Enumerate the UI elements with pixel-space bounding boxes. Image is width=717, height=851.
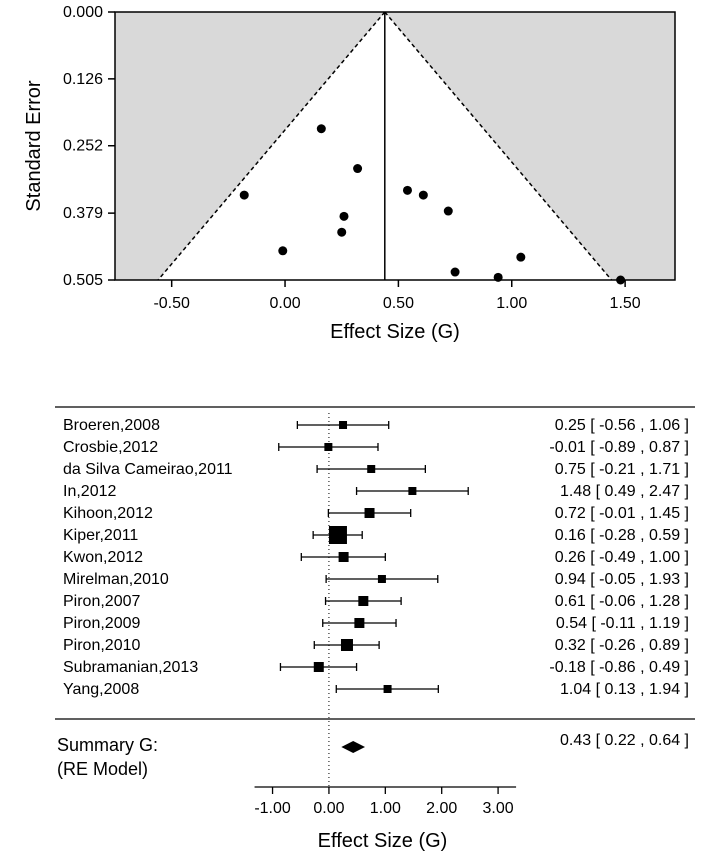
funnel-point — [278, 246, 287, 255]
y-tick-label: 0.126 — [63, 71, 103, 88]
y-tick-label: 0.505 — [63, 272, 103, 289]
study-marker — [339, 421, 347, 429]
study-marker — [378, 575, 386, 583]
funnel-point — [444, 207, 453, 216]
forest-plot: Broeren,2008 0.25 [ -0.56 , 1.06 ] Crosbie… — [0, 365, 717, 851]
study-label: Yang,2008 — [63, 681, 139, 698]
study-label: Piron,2007 — [63, 593, 140, 610]
funnel-ylabel: Standard Error — [23, 80, 45, 212]
study-ci-text: 1.04 [ 0.13 , 1.94 ] — [560, 681, 689, 698]
x-tick-label: 1.50 — [610, 295, 641, 312]
funnel-point — [516, 253, 525, 262]
study-label: Subramanian,2013 — [63, 659, 198, 676]
funnel-plot: -0.50 0.00 0.50 1.00 1.50 0.000 0.126 0.252 0.37… — [0, 0, 717, 365]
summary-label-2: (RE Model) — [57, 759, 148, 779]
study-ci-text: -0.01 [ -0.89 , 0.87 ] — [549, 439, 689, 456]
summary-label-1: Summary G: — [57, 735, 158, 755]
study-marker — [324, 443, 332, 451]
x-tick-label: 0.00 — [269, 295, 300, 312]
funnel-point — [451, 268, 460, 277]
summary-diamond — [341, 741, 365, 753]
study-label: Broeren,2008 — [63, 417, 160, 434]
study-ci-text: 0.25 [ -0.56 , 1.06 ] — [555, 417, 689, 434]
funnel-point — [317, 124, 326, 133]
y-tick-label: 0.379 — [63, 205, 103, 222]
study-ci-text: 0.32 [ -0.26 , 0.89 ] — [555, 637, 689, 654]
study-label: Kiper,2011 — [63, 527, 138, 544]
x-tick-label: 0.50 — [383, 295, 414, 312]
study-marker — [341, 639, 353, 651]
summary-ci-text: 0.43 [ 0.22 , 0.64 ] — [560, 732, 689, 749]
study-marker — [408, 487, 416, 495]
study-label: Mirelman,2010 — [63, 571, 169, 588]
study-label: Kihoon,2012 — [63, 505, 153, 522]
study-label: Piron,2009 — [63, 615, 140, 632]
study-label: da Silva Cameirao,2011 — [63, 461, 233, 478]
forest-x-tick-label: 3.00 — [483, 800, 514, 817]
funnel-point — [353, 164, 362, 173]
y-tick-label: 0.252 — [63, 138, 103, 155]
study-ci-text: 0.54 [ -0.11 , 1.19 ] — [556, 615, 689, 632]
study-ci-text: 0.94 [ -0.05 , 1.93 ] — [555, 571, 689, 588]
study-marker — [329, 526, 347, 544]
funnel-point — [339, 212, 348, 221]
forest-x-tick-label: -1.00 — [254, 800, 291, 817]
forest-x-tick-label: 1.00 — [370, 800, 401, 817]
study-label: In,2012 — [63, 483, 116, 500]
funnel-point — [494, 273, 503, 282]
study-marker — [367, 465, 375, 473]
figure-container: -0.50 0.00 0.50 1.00 1.50 0.000 0.126 0.252 0.37… — [0, 0, 717, 851]
study-ci-text: 0.75 [ -0.21 , 1.71 ] — [555, 461, 689, 478]
study-marker — [384, 685, 392, 693]
study-marker — [339, 552, 349, 562]
funnel-point — [240, 191, 249, 200]
study-ci-text: -0.18 [ -0.86 , 0.49 ] — [549, 659, 689, 676]
forest-xlabel: Effect Size (G) — [318, 830, 448, 851]
study-ci-text: 1.48 [ 0.49 , 2.47 ] — [560, 483, 689, 500]
forest-x-tick-label: 0.00 — [313, 800, 344, 817]
study-ci-text: 0.26 [ -0.49 , 1.00 ] — [555, 549, 689, 566]
study-ci-text: 0.72 [ -0.01 , 1.45 ] — [555, 505, 689, 522]
study-label: Crosbie,2012 — [63, 439, 158, 456]
x-tick-label: 1.00 — [496, 295, 527, 312]
funnel-xlabel: Effect Size (G) — [330, 321, 460, 343]
study-ci-text: 0.61 [ -0.06 , 1.28 ] — [555, 593, 689, 610]
study-label: Kwon,2012 — [63, 549, 143, 566]
funnel-point — [403, 186, 412, 195]
study-marker — [354, 618, 364, 628]
study-label: Piron,2010 — [63, 637, 140, 654]
study-ci-text: 0.16 [ -0.28 , 0.59 ] — [555, 527, 689, 544]
study-marker — [358, 596, 368, 606]
forest-x-tick-label: 2.00 — [426, 800, 457, 817]
funnel-point — [337, 228, 346, 237]
funnel-point — [419, 191, 428, 200]
study-marker — [314, 662, 324, 672]
funnel-point — [616, 276, 625, 285]
study-marker — [365, 508, 375, 518]
x-tick-label: -0.50 — [153, 295, 190, 312]
y-tick-label: 0.000 — [63, 4, 103, 21]
